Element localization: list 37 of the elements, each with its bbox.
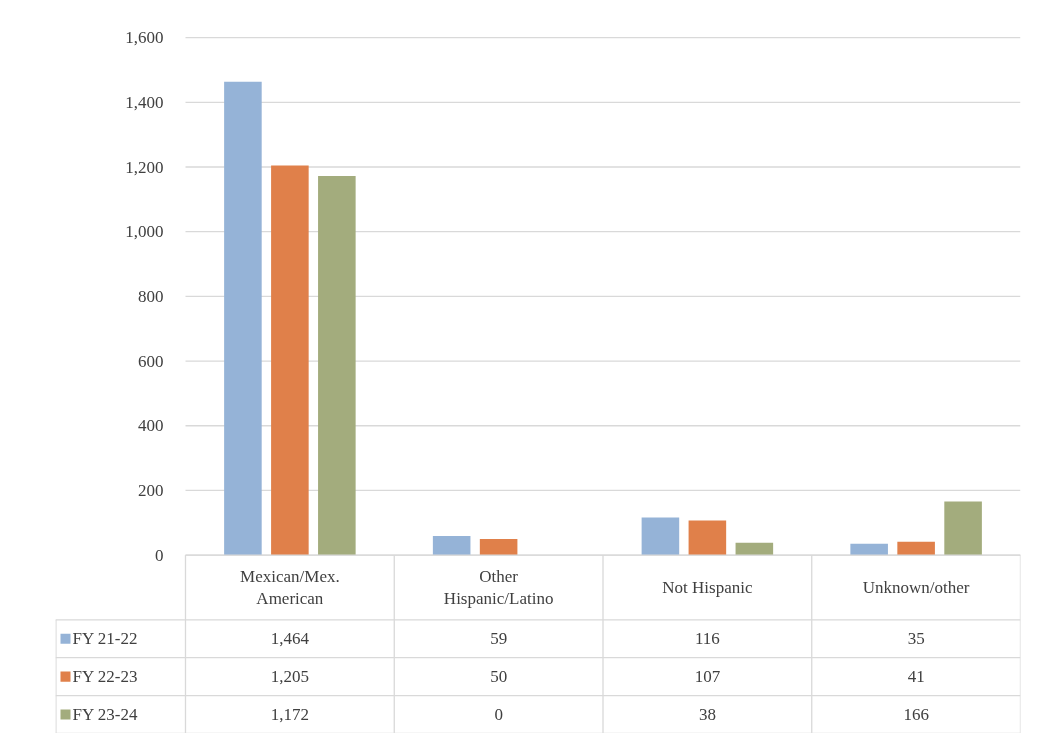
x-tick-label: Unknown/other	[862, 577, 970, 597]
data-label: 38	[698, 705, 716, 725]
y-tick-label: 1,600	[125, 28, 164, 48]
data-label: 35	[907, 629, 925, 649]
y-tick-label: 1,200	[125, 157, 164, 177]
x-tick-label: Not Hispanic	[662, 577, 753, 597]
legend-label: FY 22-23	[72, 667, 138, 687]
bar	[224, 81, 262, 556]
bar	[432, 536, 471, 556]
data-label: 59	[490, 629, 508, 649]
y-tick-label: 1,400	[125, 92, 164, 112]
x-tick-label: Other Hispanic/Latino	[443, 567, 554, 608]
bar	[271, 165, 309, 556]
y-tick-label: 800	[138, 286, 164, 306]
data-label: 116	[694, 629, 720, 649]
data-label: 50	[490, 667, 508, 687]
y-tick-label: 600	[138, 351, 164, 371]
data-label: 1,172	[270, 705, 309, 725]
legend-label: FY 21-22	[72, 629, 138, 649]
bar	[318, 176, 356, 556]
data-label: 41	[907, 667, 925, 687]
data-label: 107	[694, 667, 721, 687]
bar	[897, 541, 935, 556]
y-tick-label: 1,000	[125, 222, 164, 242]
y-tick-label: 400	[138, 416, 164, 436]
bar	[688, 520, 727, 556]
bar	[944, 501, 982, 556]
data-label: 0	[494, 705, 503, 725]
data-label: 1,464	[270, 629, 310, 649]
legend-label: FY 23-24	[72, 705, 139, 725]
bar	[641, 517, 680, 556]
y-tick-label: 200	[138, 480, 164, 500]
bar	[479, 538, 518, 556]
data-label: 1,205	[270, 667, 309, 687]
x-tick-label: Mexican/Mex. American	[240, 567, 340, 608]
y-tick-label: 0	[155, 545, 164, 565]
data-label: 166	[903, 705, 929, 725]
